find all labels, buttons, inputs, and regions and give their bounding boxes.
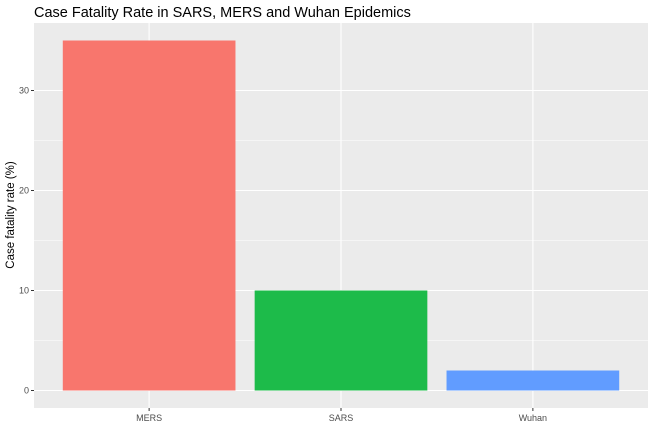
x-tick-label: Wuhan <box>519 413 547 423</box>
bars <box>62 40 620 391</box>
y-axis-label: Case fatality rate (%) <box>5 161 17 269</box>
y-tick-label: 20 <box>19 186 29 196</box>
bar-mers <box>62 40 236 391</box>
x-axis-ticks: MERS SARS Wuhan <box>136 408 547 423</box>
x-tick-label: SARS <box>329 413 354 423</box>
y-tick-label: 30 <box>19 86 29 96</box>
y-tick-label: 0 <box>24 386 29 396</box>
bar-sars <box>254 290 428 391</box>
chart-title: Case Fatality Rate in SARS, MERS and Wuh… <box>34 5 411 21</box>
y-tick-label: 10 <box>19 286 29 296</box>
bar-wuhan <box>446 370 620 391</box>
y-axis-ticks: 0 10 20 30 <box>19 86 34 396</box>
x-tick-label: MERS <box>136 413 162 423</box>
